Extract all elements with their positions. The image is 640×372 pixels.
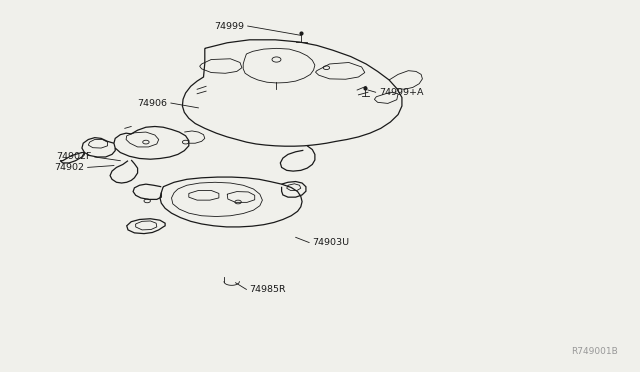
Text: 74985R: 74985R [250, 285, 286, 294]
Text: 74999+A: 74999+A [379, 88, 424, 97]
Text: 74906: 74906 [138, 99, 168, 108]
Text: 74902F: 74902F [56, 153, 92, 161]
Text: 74999: 74999 [214, 22, 244, 31]
Text: R749001B: R749001B [571, 347, 618, 356]
Text: 74903U: 74903U [312, 238, 349, 247]
Text: 74902: 74902 [54, 163, 84, 172]
